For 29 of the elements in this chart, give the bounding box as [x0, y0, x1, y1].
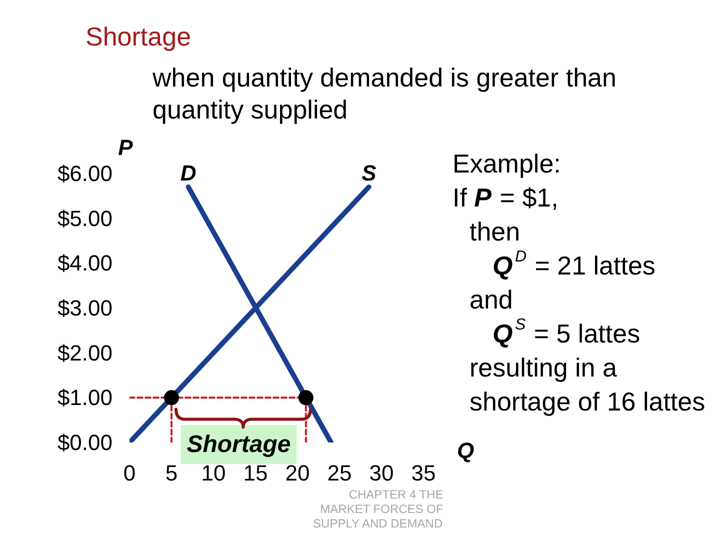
text: then — [470, 216, 520, 246]
x-tick-label: 25 — [327, 460, 352, 486]
text: If P = $1, — [452, 182, 558, 212]
series-label: S — [362, 160, 377, 186]
y-tick-label: $1.00 — [57, 385, 113, 410]
x-tick-label: 0 — [123, 460, 136, 486]
y-tick-label: $6.00 — [57, 161, 113, 186]
text: Shortage — [186, 431, 291, 458]
text: CHAPTER 4 THE MARKET FORCES OF SUPPLY AND DEMAND — [313, 488, 444, 530]
y-tick-label: $5.00 — [57, 206, 113, 231]
text: shortage of 16 lattes — [470, 386, 706, 416]
text: and — [470, 284, 513, 314]
y-tick-label: $0.00 — [57, 430, 113, 455]
x-axis-title: Q — [456, 438, 474, 463]
y-tick-label: $4.00 — [57, 250, 113, 276]
y-axis-title: P — [118, 135, 134, 160]
x-tick-label: 10 — [201, 460, 226, 486]
x-tick-label: 20 — [285, 460, 310, 486]
x-tick-label: 15 — [243, 460, 268, 486]
text: resulting in a — [470, 352, 618, 382]
text: Shortage — [86, 22, 192, 52]
x-tick-label: 30 — [369, 460, 394, 486]
x-tick-label: 35 — [411, 460, 436, 486]
x-tick-label: 5 — [165, 460, 178, 486]
text: Example: — [452, 148, 561, 178]
y-tick-label: $2.00 — [57, 340, 113, 366]
chart-subtitle: when quantity demanded is greater than quantity supplied — [152, 62, 616, 124]
series-label: D — [180, 160, 196, 186]
y-tick-label: $3.00 — [57, 296, 113, 320]
